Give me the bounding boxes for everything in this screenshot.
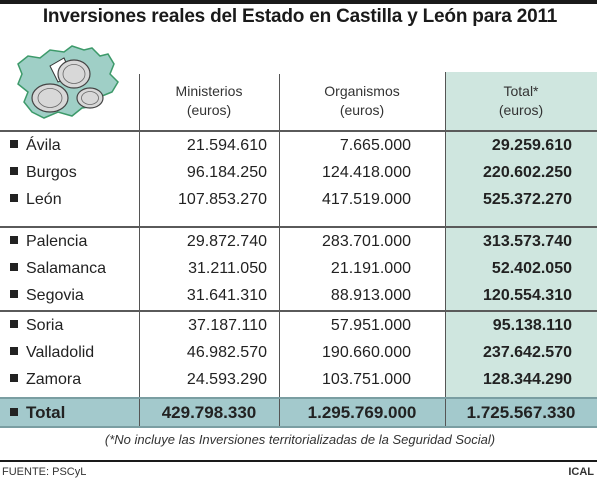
organismos-value: 88.913.000 [330, 287, 411, 304]
table-row: Burgos 96.184.250 124.418.000 220.602.250 [0, 159, 597, 186]
header-total: Total* (euros) [498, 83, 544, 118]
total-divider [0, 397, 597, 399]
ministerios-value: 46.982.570 [186, 344, 267, 361]
credit-label: ICAL [568, 466, 594, 478]
column-divider [279, 74, 280, 427]
table-row: Palencia 29.872.740 283.701.000 313.573.740 [0, 228, 597, 255]
organismos-value: 124.418.000 [322, 164, 411, 181]
organismos-value: 417.519.000 [322, 191, 411, 208]
total-row-highlight [0, 398, 597, 427]
total-value: 29.259.610 [491, 137, 572, 154]
bottom-rule [0, 460, 597, 462]
total-value: 128.344.290 [483, 371, 572, 388]
organismos-value: 57.951.000 [330, 317, 411, 334]
total-value: 95.138.110 [492, 317, 572, 334]
bullet-icon [10, 289, 18, 298]
total-value: 525.372.270 [483, 191, 572, 208]
province-name: Salamanca [10, 255, 106, 282]
bullet-icon [10, 262, 18, 271]
organismos-value: 21.191.000 [330, 260, 411, 277]
ministerios-value: 21.594.610 [186, 137, 267, 154]
table-row: Valladolid 46.982.570 190.660.000 237.642.5… [0, 339, 597, 366]
province-name: Palencia [10, 228, 87, 255]
total-total: 1.725.567.330 [466, 403, 576, 422]
header-divider [0, 130, 597, 132]
bullet-icon [10, 373, 18, 382]
ministerios-value: 107.853.270 [178, 191, 267, 208]
total-value: 237.642.570 [483, 344, 572, 361]
table-row: Ávila 21.594.610 7.665.000 29.259.610 [0, 132, 597, 159]
total-value: 313.573.740 [483, 233, 572, 250]
bullet-icon [10, 407, 18, 416]
table-row: Segovia 31.641.310 88.913.000 120.554.310 [0, 282, 597, 309]
footnote: (*No incluye las Inversiones territorial… [104, 432, 496, 447]
table-row: Soria 37.187.110 57.951.000 95.138.110 [0, 312, 597, 339]
organismos-value: 190.660.000 [322, 344, 411, 361]
bullet-icon [10, 235, 18, 244]
total-bottom-divider [0, 426, 597, 428]
ministerios-value: 31.641.310 [186, 287, 267, 304]
column-divider [445, 72, 446, 427]
coin-shape [31, 83, 69, 113]
ministerios-value: 37.187.110 [188, 317, 267, 334]
group-divider [0, 310, 597, 312]
province-name: Segovia [10, 282, 84, 309]
province-name: Ávila [10, 132, 61, 159]
column-divider [139, 74, 140, 427]
organismos-value: 7.665.000 [339, 137, 411, 154]
top-rule [0, 0, 597, 4]
province-name: Valladolid [10, 339, 94, 366]
ministerios-value: 31.211.050 [188, 260, 267, 277]
table-row: León 107.853.270 417.519.000 525.372.270 [0, 186, 597, 213]
province-name: Soria [10, 312, 63, 339]
province-name: León [10, 186, 62, 213]
bullet-icon [10, 166, 18, 175]
table-row: Salamanca 31.211.050 21.191.000 52.402.050 [0, 255, 597, 282]
bullet-icon [10, 139, 18, 148]
total-ministerios: 429.798.330 [161, 403, 257, 422]
coin-shape [76, 87, 104, 109]
organismos-value: 103.751.000 [322, 371, 411, 388]
total-value: 220.602.250 [483, 164, 572, 181]
source-label: FUENTE: PSCyL [2, 466, 87, 478]
total-row: Total 429.798.330 1.295.769.000 1.725.56… [0, 399, 597, 426]
header-organismos: Organismos (euros) [324, 83, 400, 118]
header-ministerios: Ministerios (euros) [175, 83, 243, 118]
total-label: Total [10, 399, 65, 426]
province-name: Zamora [10, 366, 81, 393]
total-value: 52.402.050 [491, 260, 572, 277]
table-row: Zamora 24.593.290 103.751.000 128.344.290 [0, 366, 597, 393]
bullet-icon [10, 319, 18, 328]
total-column-highlight [445, 72, 597, 398]
province-name: Burgos [10, 159, 77, 186]
ministerios-value: 29.872.740 [186, 233, 267, 250]
organismos-value: 283.701.000 [322, 233, 411, 250]
bullet-icon [10, 346, 18, 355]
total-value: 120.554.310 [483, 287, 572, 304]
group-divider [0, 226, 597, 228]
bullet-icon [10, 193, 18, 202]
map-with-euro-coins-icon [17, 45, 119, 119]
page-title: Inversiones reales del Estado en Castill… [42, 6, 558, 27]
total-organismos: 1.295.769.000 [307, 403, 417, 422]
ministerios-value: 96.184.250 [186, 164, 267, 181]
ministerios-value: 24.593.290 [186, 371, 267, 388]
